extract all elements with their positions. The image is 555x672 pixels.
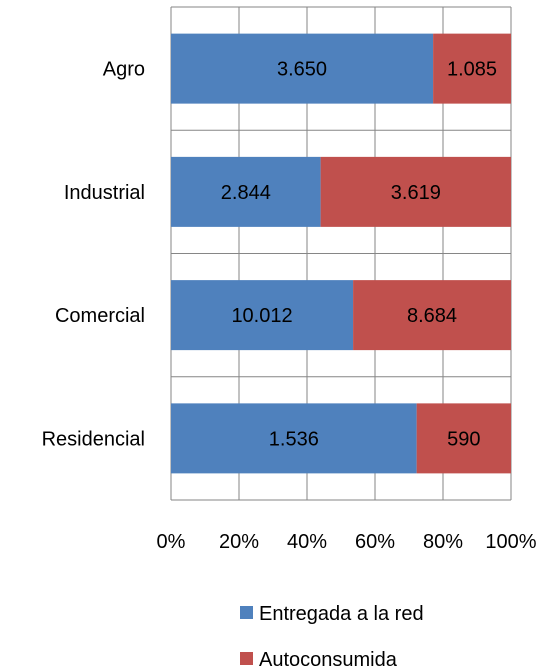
- x-tick-label: 20%: [219, 531, 259, 553]
- x-tick-label: 80%: [423, 531, 463, 553]
- bar-segment: [416, 403, 511, 474]
- bars: 3.650 1.085 2.844 3.619 10.012 8.684 1.536 590: [171, 33, 511, 474]
- bar-segment: [171, 280, 354, 351]
- data-label: 1.536: [269, 428, 319, 450]
- data-label: 2.844: [221, 182, 271, 204]
- category-labels: Agro Industrial Comercial Residencial: [42, 59, 145, 451]
- category-label: Agro: [103, 59, 145, 81]
- bar-segment: [171, 156, 321, 227]
- x-tick-labels: 0% 20% 40% 60% 80% 100%: [157, 531, 537, 553]
- legend: Entregada a la red Autoconsumida: [240, 603, 424, 671]
- legend-swatch: [240, 652, 253, 665]
- data-label: 3.650: [277, 59, 327, 81]
- bar-segment: [353, 280, 511, 351]
- legend-label: Entregada a la red: [259, 603, 424, 625]
- bar-segment: [433, 33, 511, 104]
- bar-segment: [171, 33, 434, 104]
- data-label: 590: [447, 428, 480, 450]
- bar-segment: [320, 156, 511, 227]
- data-label: 8.684: [407, 305, 457, 327]
- x-tick-label: 40%: [287, 531, 327, 553]
- legend-label: Autoconsumida: [259, 649, 398, 671]
- category-label: Residencial: [42, 428, 145, 450]
- x-tick-label: 0%: [157, 531, 186, 553]
- bar-segment: [171, 403, 417, 474]
- x-tick-label: 60%: [355, 531, 395, 553]
- x-tick-label: 100%: [485, 531, 536, 553]
- data-label: 3.619: [391, 182, 441, 204]
- data-label: 1.085: [447, 59, 497, 81]
- category-label: Industrial: [64, 182, 145, 204]
- data-label: 10.012: [231, 305, 292, 327]
- legend-swatch: [240, 606, 253, 619]
- category-label: Comercial: [55, 305, 145, 327]
